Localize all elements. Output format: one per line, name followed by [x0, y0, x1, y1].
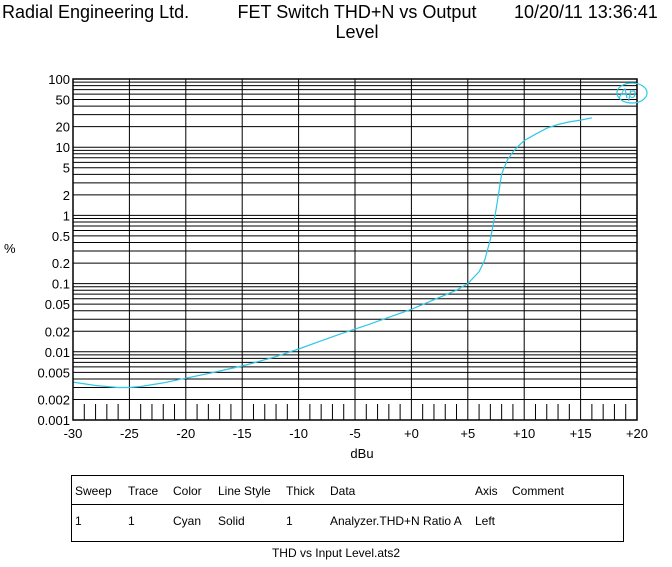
legend-header: Color: [173, 484, 202, 498]
ap-logo: Ap: [616, 82, 648, 104]
legend-header: Axis: [475, 484, 498, 498]
x-axis-ticks: -30 -25 -20 -15 -10 -5 +0 +5 +10 +15 +20: [64, 426, 648, 441]
legend-header: Trace: [128, 484, 159, 498]
x-tick-label: -20: [176, 426, 195, 441]
x-tick-label: -5: [349, 426, 361, 441]
x-tick-label: +0: [404, 426, 419, 441]
y-tick-label: 5: [63, 161, 70, 176]
legend-divider: [72, 504, 623, 505]
x-tick-label: +15: [570, 426, 592, 441]
x-tick-label: +20: [626, 426, 648, 441]
legend-cell: 1: [286, 514, 293, 528]
legend-cell: 1: [128, 514, 135, 528]
legend-header: Sweep: [75, 484, 112, 498]
y-tick-label: 100: [48, 72, 70, 87]
x-tick-label: +10: [513, 426, 535, 441]
x-tick-label: -30: [64, 426, 83, 441]
legend-cell: Left: [475, 514, 496, 528]
y-tick-label: 10: [56, 140, 70, 155]
y-tick-label: 50: [56, 93, 70, 108]
x-axis-label: dBu: [350, 446, 373, 461]
x-tick-label: -25: [120, 426, 139, 441]
legend-header: Data: [330, 484, 356, 498]
x-tick-label: -15: [233, 426, 252, 441]
y-tick-label: 0.001: [37, 413, 70, 428]
y-tick-label: 0.005: [37, 365, 70, 380]
y-tick-label: 2: [63, 188, 70, 203]
series-line: [72, 117, 593, 389]
y-tick-label: 20: [56, 120, 70, 135]
y-tick-label: 0.002: [37, 392, 70, 407]
x-tick-label: -10: [289, 426, 308, 441]
plot-frame: [72, 78, 638, 421]
y-tick-label: 0.5: [52, 229, 70, 244]
ap-logo-text: Ap: [618, 85, 636, 101]
legend-cell: 1: [75, 514, 82, 528]
y-tick-label: 0.01: [45, 345, 70, 360]
legend-header: Line Style: [218, 484, 271, 498]
y-tick-label: 0.1: [52, 277, 70, 292]
legend-cell: Analyzer.THD+N Ratio A: [330, 514, 462, 528]
legend-cell: Cyan: [173, 514, 202, 528]
legend-cell: Solid: [218, 514, 245, 528]
legend-header: Comment: [512, 484, 565, 498]
y-tick-label: 1: [63, 208, 70, 223]
y-tick-label: 0.02: [45, 324, 70, 339]
company-name: Radial Engineering Ltd.: [2, 2, 190, 22]
y-tick-label: 0.2: [52, 256, 70, 271]
grid: [72, 79, 638, 421]
file-name: THD vs Input Level.ats2: [271, 546, 401, 560]
legend-header: Thick: [286, 484, 315, 498]
timestamp: 10/20/11 13:36:41: [514, 2, 658, 22]
legend-table: Sweep Trace Color Line Style Thick Data …: [71, 475, 624, 542]
y-axis-ticks: 100 50 20 10 5 2 1 0.5 0.2 0.1 0.05 0.02 0.01 0.005 0.…: [37, 72, 70, 428]
chart-title: FET Switch THD+N vs Output Level: [237, 2, 477, 42]
y-axis-label: %: [4, 241, 16, 256]
chart: -30 -25 -20 -15 -10 -5 +0 +5 +10 +15 +20 100502010…: [4, 72, 648, 461]
y-tick-label: 0.05: [45, 297, 70, 312]
x-tick-label: +5: [460, 426, 475, 441]
